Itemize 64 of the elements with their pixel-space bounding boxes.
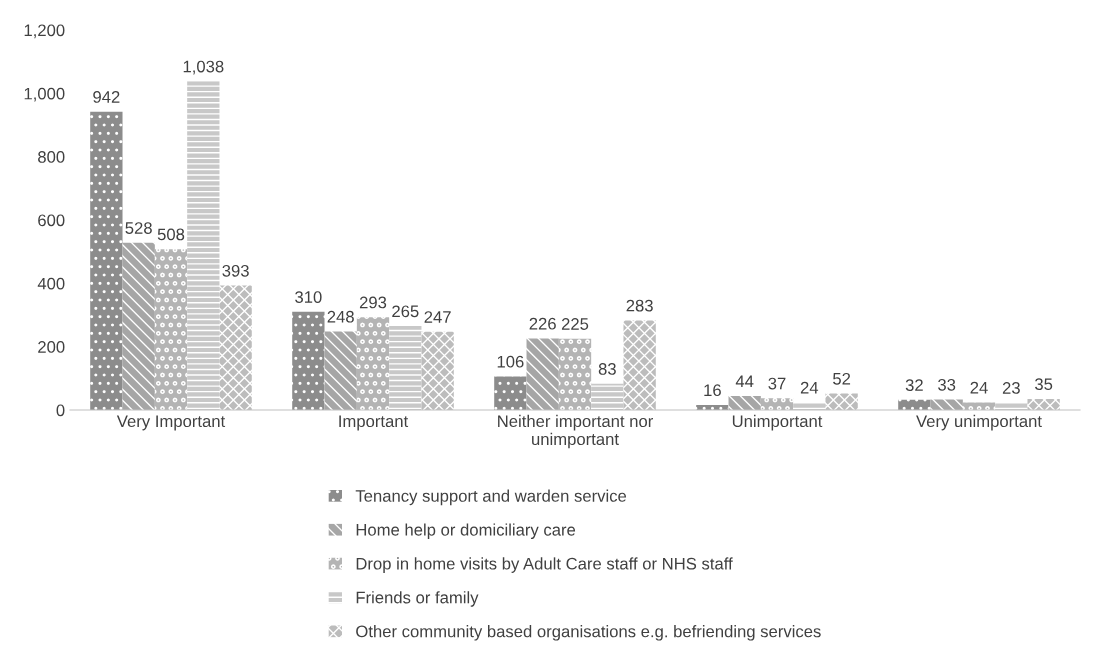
data-label: 24: [800, 381, 819, 394]
data-label: 265: [392, 305, 419, 318]
data-label: 32: [905, 379, 923, 392]
x-tick-label: Neither important nor unimportant: [498, 414, 653, 449]
data-label: 37: [768, 377, 786, 390]
bar: [728, 396, 761, 410]
data-label: 528: [125, 222, 152, 234]
bar: [793, 402, 826, 410]
bar: [623, 320, 656, 410]
y-tick-label: 0: [56, 404, 65, 417]
bar: [356, 317, 390, 410]
y-tick-label: 600: [38, 214, 65, 227]
legend-label: Other community based organisations e.g. befriending services: [356, 625, 821, 641]
bar: [219, 285, 252, 410]
bar: [154, 249, 188, 410]
data-label: 248: [327, 310, 354, 323]
data-label: 225: [561, 318, 589, 330]
data-label: 293: [359, 296, 387, 309]
data-label: 310: [295, 291, 322, 303]
data-label: 393: [222, 264, 249, 277]
bar: [1027, 398, 1060, 410]
bar: [760, 398, 794, 410]
bar: [90, 111, 123, 410]
x-tick-label: Important: [339, 415, 409, 431]
legend-label: Tenancy support and warden service: [355, 489, 627, 506]
data-label: 16: [704, 384, 721, 397]
bar: [389, 326, 422, 410]
data-label: 33: [938, 378, 956, 391]
bar: [324, 331, 357, 410]
data-label: 283: [626, 299, 653, 312]
bar: [526, 338, 559, 410]
data-label: 23: [1002, 382, 1020, 394]
bar: [122, 242, 155, 410]
x-tick-label: Unimportant: [732, 414, 823, 431]
bar: [591, 383, 624, 410]
legend-label: Home help or domiciliary care: [356, 523, 576, 540]
data-label: 226: [529, 317, 556, 330]
bar: [494, 376, 527, 410]
y-tick-label: 1,200: [24, 24, 65, 39]
bar: [187, 81, 220, 410]
data-label: 83: [598, 363, 616, 375]
bar: [825, 393, 858, 410]
data-label: 52: [833, 372, 851, 385]
bar: [962, 402, 996, 410]
data-label: 106: [497, 355, 524, 368]
x-tick-label: Very Important: [116, 415, 226, 431]
bar: [421, 331, 454, 410]
bar: [558, 338, 592, 410]
data-label: 942: [93, 91, 120, 103]
data-label: 247: [424, 311, 451, 323]
bar: [292, 311, 325, 410]
legend-label: Drop in home visits by Adult Care staff or NHS staff: [356, 557, 733, 573]
data-label: 44: [735, 375, 754, 388]
data-label: 24: [970, 381, 988, 394]
bar: [898, 399, 931, 410]
y-tick-label: 800: [38, 151, 65, 163]
data-label: 508: [157, 228, 185, 241]
y-tick-label: 1,000: [24, 87, 65, 102]
y-tick-label: 400: [37, 277, 65, 290]
y-tick-label: 200: [38, 341, 65, 353]
data-label: 1,038: [183, 60, 224, 75]
legend-label: Friends or family: [356, 591, 479, 607]
x-tick-label: Very unimportant: [916, 414, 1042, 431]
data-label: 35: [1035, 378, 1053, 391]
